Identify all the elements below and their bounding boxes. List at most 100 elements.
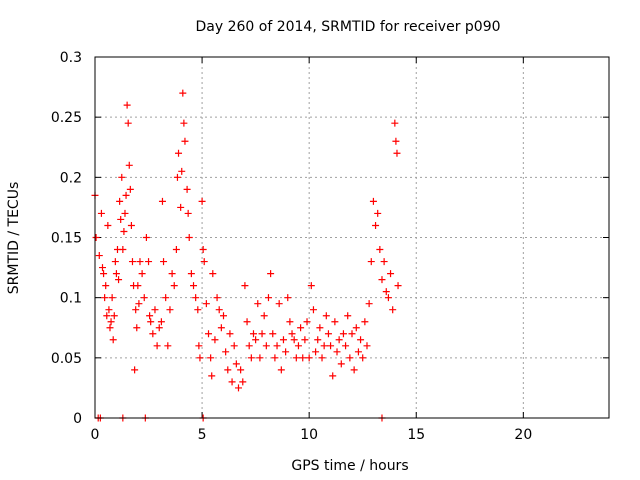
data-point — [105, 306, 113, 314]
data-point — [133, 324, 141, 332]
data-point — [346, 354, 354, 362]
data-point — [342, 342, 350, 350]
data-point — [160, 258, 168, 266]
data-point — [376, 246, 384, 254]
data-point — [243, 318, 251, 326]
data-point — [384, 294, 392, 302]
data-point — [307, 282, 315, 290]
data-point — [220, 312, 227, 320]
data-point — [111, 258, 119, 266]
data-point — [309, 306, 317, 314]
data-point — [215, 306, 223, 314]
data-point — [267, 270, 275, 278]
x-tick-label: 15 — [407, 427, 425, 443]
data-point — [98, 264, 106, 272]
data-point — [359, 354, 367, 362]
data-point — [145, 258, 153, 266]
data-point — [337, 360, 345, 368]
data-point — [131, 366, 139, 374]
data-point — [117, 215, 125, 223]
data-point — [249, 330, 257, 338]
data-point — [134, 282, 142, 290]
data-point — [299, 354, 307, 362]
data-point — [331, 318, 339, 326]
x-tick-label: 10 — [300, 427, 318, 443]
x-tick-label: 5 — [198, 427, 207, 443]
data-point — [142, 234, 150, 241]
data-point — [363, 342, 371, 350]
data-point — [224, 366, 232, 374]
data-point — [146, 312, 154, 320]
y-tick-label: 0.1 — [60, 291, 82, 307]
data-point — [286, 318, 294, 326]
data-point — [217, 324, 225, 332]
plot-frame — [94, 56, 610, 419]
data-point — [305, 354, 313, 362]
data-point — [119, 246, 127, 254]
data-point — [348, 330, 356, 338]
data-point — [372, 221, 380, 229]
data-point — [378, 276, 386, 284]
data-point — [262, 342, 270, 350]
data-point — [116, 197, 124, 205]
y-tick-label: 0 — [73, 411, 82, 427]
data-point — [132, 306, 140, 314]
data-point — [140, 294, 148, 302]
data-point — [273, 342, 281, 350]
data-point — [118, 173, 126, 181]
data-point — [284, 294, 292, 302]
data-point — [158, 197, 166, 205]
data-point — [290, 336, 298, 344]
data-point — [147, 318, 155, 326]
data-point — [136, 258, 144, 266]
data-point — [107, 318, 115, 326]
data-point — [183, 185, 191, 193]
data-point — [288, 330, 296, 338]
data-point — [320, 342, 328, 350]
data-point — [394, 282, 402, 290]
data-point — [314, 336, 322, 344]
data-point — [350, 366, 358, 374]
data-point — [277, 366, 285, 374]
data-point — [177, 203, 185, 211]
data-point — [367, 258, 375, 266]
data-point — [106, 324, 114, 332]
data-point — [256, 354, 264, 362]
data-point — [120, 227, 128, 235]
data-point — [109, 336, 117, 344]
data-point — [168, 270, 176, 278]
data-point — [312, 348, 320, 356]
data-point — [95, 252, 103, 260]
data-point — [297, 324, 305, 332]
tick-labels: 0 5 10 15 20 0 0.05 0.1 0.15 0.2 0.25 0.3 — [51, 50, 532, 443]
y-tick-label: 0.15 — [51, 231, 82, 247]
data-point — [108, 294, 116, 302]
data-point — [164, 342, 172, 350]
data-point — [333, 348, 341, 356]
y-tick-label: 0.05 — [51, 351, 82, 367]
data-point — [162, 294, 170, 302]
data-point — [365, 300, 373, 308]
data-point — [260, 312, 268, 320]
data-point — [292, 354, 300, 362]
data-point — [352, 324, 360, 332]
data-point — [239, 378, 247, 386]
y-tick-label: 0.25 — [51, 110, 82, 126]
data-point — [181, 137, 189, 145]
data-point — [178, 167, 186, 175]
data-point — [374, 209, 382, 217]
data-point — [258, 330, 266, 338]
data-point — [121, 209, 129, 217]
data-point — [192, 294, 200, 302]
data-point — [329, 372, 337, 380]
data-point — [207, 354, 215, 362]
data-point — [187, 270, 195, 278]
data-point — [92, 234, 100, 241]
data-point — [104, 221, 112, 229]
data-point — [179, 89, 187, 97]
data-point — [110, 312, 118, 320]
data-point — [194, 306, 202, 314]
data-point — [127, 221, 135, 229]
data-point — [357, 336, 365, 344]
y-tick-label: 0.3 — [60, 50, 82, 66]
